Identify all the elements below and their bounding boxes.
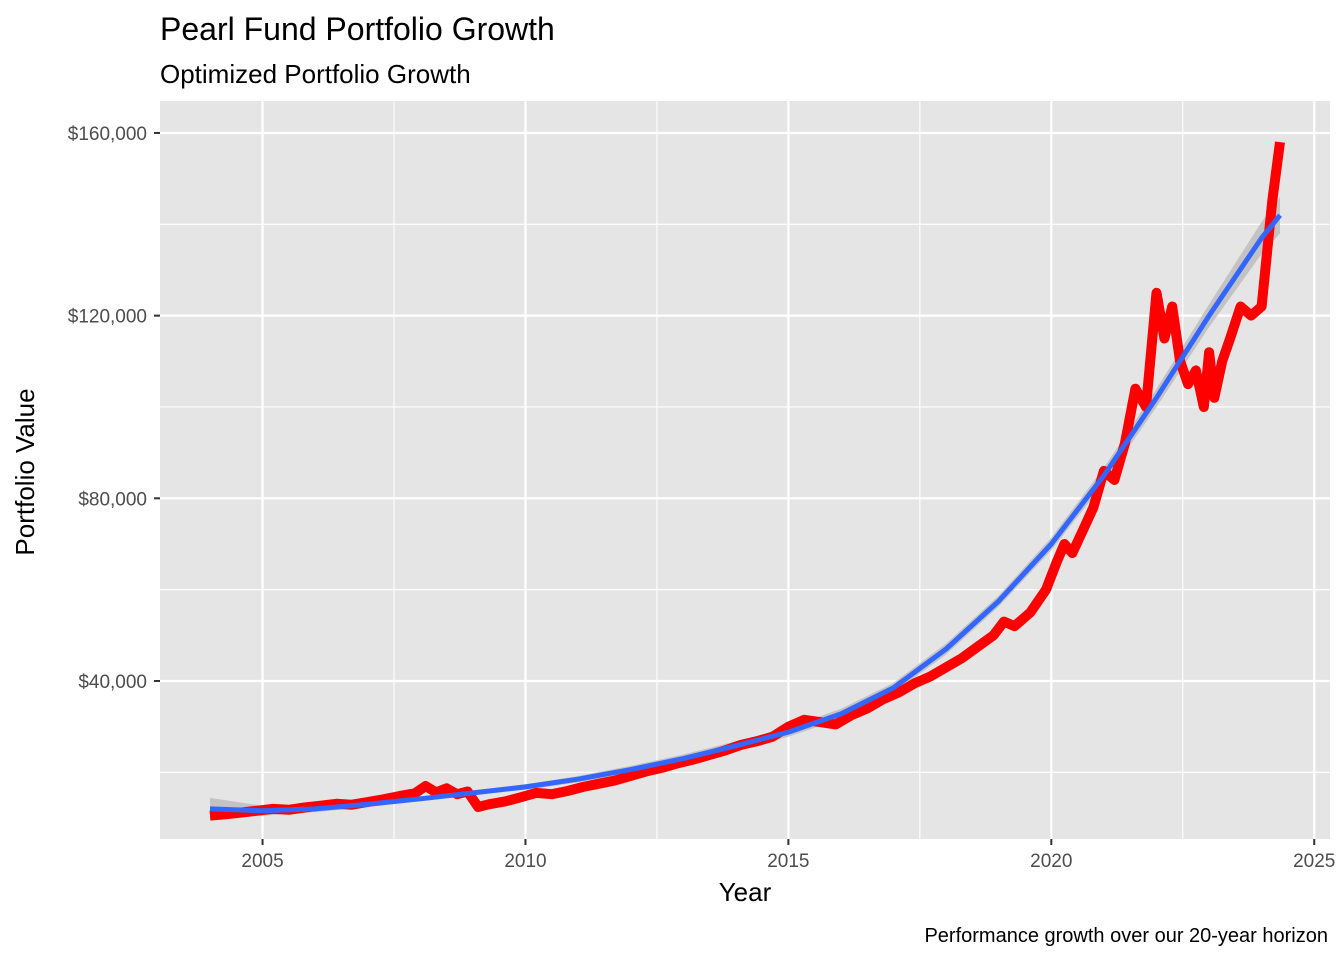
trend-line — [209, 213, 1282, 814]
y-axis-title: Portfolio Value — [10, 388, 40, 555]
y-tick-label: $40,000 — [78, 672, 147, 693]
chart-caption: Performance growth over our 20-year hori… — [924, 925, 1328, 947]
chart-title: Pearl Fund Portfolio Growth — [160, 11, 555, 47]
chart-subtitle: Optimized Portfolio Growth — [160, 59, 471, 89]
x-tick-label: 2015 — [767, 851, 809, 872]
trend-layer — [209, 213, 1282, 814]
plot-panel — [160, 101, 1330, 839]
x-tick-label: 2010 — [504, 851, 546, 872]
x-tick-label: 2025 — [1293, 851, 1335, 872]
y-axis: $40,000 $80,000 $120,000 $160,000 — [68, 124, 160, 693]
x-tick-label: 2005 — [241, 851, 283, 872]
y-tick-label: $80,000 — [78, 489, 147, 510]
y-tick-label: $160,000 — [68, 124, 147, 145]
grid-minor — [160, 101, 1330, 839]
x-axis: 2005 2010 2015 2020 2025 — [241, 839, 1335, 872]
grid-major — [160, 101, 1330, 839]
x-tick-label: 2020 — [1030, 851, 1072, 872]
x-axis-title: Year — [719, 877, 772, 907]
y-tick-label: $120,000 — [68, 307, 147, 328]
